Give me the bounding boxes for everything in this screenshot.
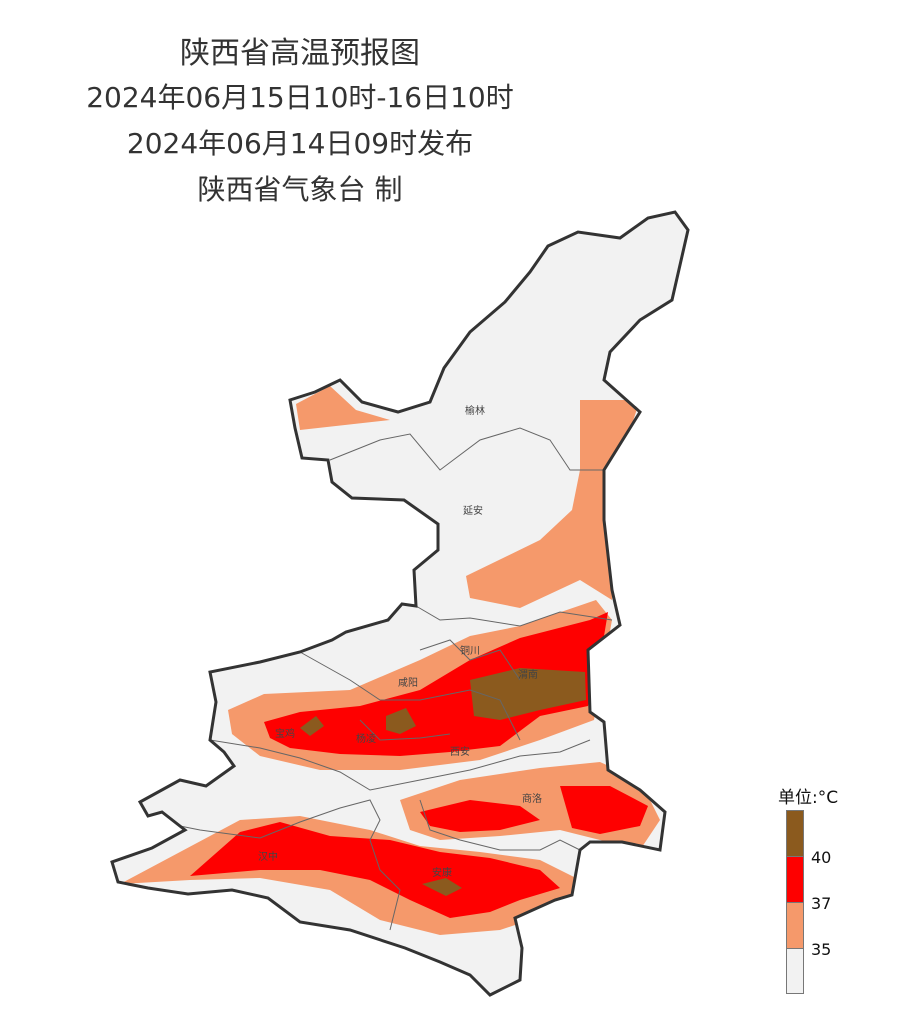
zone-40-weinan <box>470 668 586 720</box>
legend-swatch-35-37 <box>786 902 804 949</box>
city-label-shangluo: 商洛 <box>522 792 542 805</box>
legend-label-40: 40 <box>811 848 832 867</box>
legend-title: 单位:°C <box>778 788 839 808</box>
zone-37-shangluo-east <box>560 786 648 834</box>
zone-37-shangluo-west <box>420 800 540 832</box>
city-label-xianyang: 咸阳 <box>398 677 418 689</box>
zone-35-north-west <box>296 386 390 430</box>
legend-label-37: 37 <box>811 894 832 913</box>
zone-40-xianyang <box>386 708 416 734</box>
zone-37-south <box>190 822 560 918</box>
legend-swatch-40plus <box>786 810 804 857</box>
forecast-period: 2024年06月15日10时-16日10时 <box>86 81 514 114</box>
map-title: 陕西省高温预报图 <box>180 36 420 71</box>
producer: 陕西省气象台 制 <box>197 173 403 206</box>
legend-label-35: 35 <box>811 940 832 959</box>
zone-35-east-strip <box>466 400 640 608</box>
city-label-baoji: 宝鸡 <box>275 727 295 740</box>
issue-time: 2024年06月14日09时发布 <box>126 127 474 160</box>
zone-40-ankang <box>422 878 462 896</box>
city-label-yanan: 延安 <box>463 504 483 517</box>
legend-swatch-37-40 <box>786 856 804 903</box>
city-label-tongchuan: 铜川 <box>460 645 480 657</box>
city-label-ankang: 安康 <box>432 866 452 879</box>
legend-swatch-below-35 <box>786 948 804 994</box>
zone-37-guanzhong <box>264 612 608 756</box>
city-label-xian: 西安 <box>450 745 470 758</box>
city-label-weinan: 渭南 <box>518 668 538 681</box>
zone-40-baoji <box>300 716 324 736</box>
city-label-yangling: 杨凌 <box>356 732 376 745</box>
city-label-yulin: 榆林 <box>465 404 485 417</box>
city-label-hanzhong: 汉中 <box>258 850 278 863</box>
